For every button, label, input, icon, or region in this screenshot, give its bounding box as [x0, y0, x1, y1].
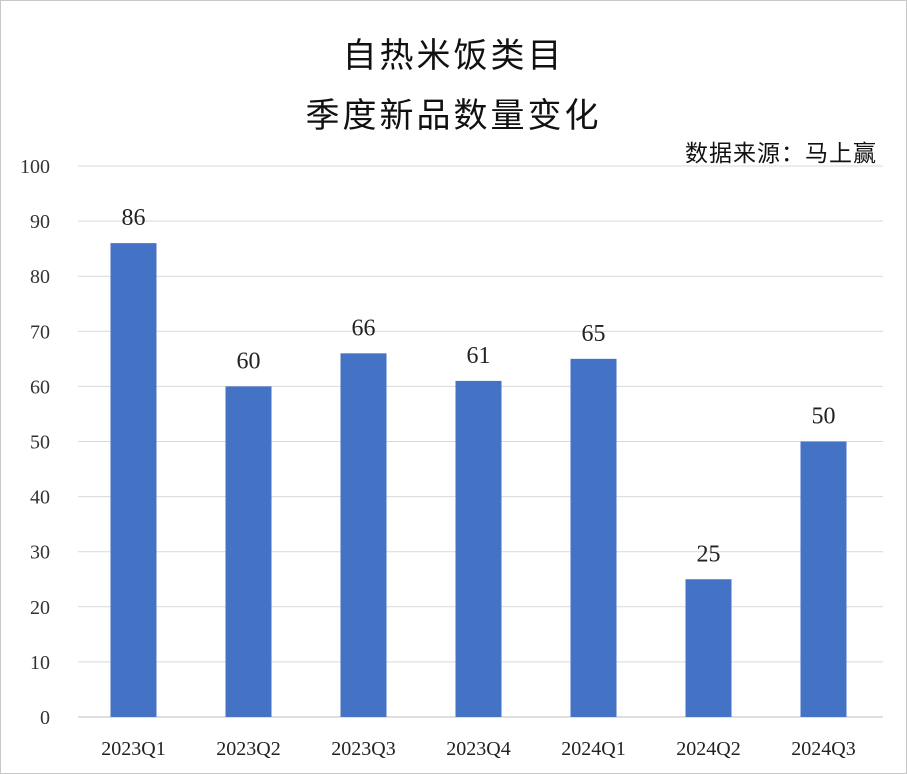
- x-tick-label: 2023Q2: [216, 738, 280, 760]
- bar: [110, 243, 157, 717]
- x-tick-label: 2024Q2: [676, 738, 740, 760]
- chart-source-note: 数据来源：马上赢: [685, 141, 877, 167]
- x-tick-label: 2024Q3: [791, 738, 855, 760]
- bar: [340, 353, 387, 717]
- y-tick-label: 60: [30, 376, 50, 398]
- data-label: 60: [237, 348, 261, 374]
- chart-title-line-2: 季度新品数量变化: [305, 96, 602, 136]
- data-label: 50: [812, 404, 836, 430]
- bar: [800, 441, 847, 717]
- data-label: 66: [352, 315, 376, 341]
- y-tick-label: 70: [30, 321, 50, 343]
- data-label: 86: [122, 205, 146, 231]
- bar: [570, 358, 617, 717]
- data-label: 25: [697, 541, 721, 567]
- chart-title-line-1: 自热米饭类目: [342, 36, 565, 76]
- data-label: 65: [582, 321, 606, 347]
- x-tick-label: 2024Q1: [561, 738, 625, 760]
- bar: [455, 380, 502, 717]
- y-tick-label: 100: [20, 156, 50, 178]
- x-tick-label: 2023Q4: [446, 738, 510, 760]
- x-tick-label: 2023Q3: [331, 738, 395, 760]
- y-tick-label: 90: [30, 211, 50, 233]
- x-tick-label: 2023Q1: [101, 738, 165, 760]
- y-tick-label: 30: [30, 542, 50, 564]
- y-tick-label: 0: [40, 707, 50, 729]
- y-tick-label: 20: [30, 597, 50, 619]
- y-tick-label: 40: [30, 487, 50, 509]
- y-tick-label: 10: [30, 652, 50, 674]
- bar: [685, 579, 732, 717]
- data-label: 61: [467, 343, 491, 369]
- bar: [225, 386, 272, 717]
- y-tick-label: 50: [30, 432, 50, 454]
- y-tick-label: 80: [30, 266, 50, 288]
